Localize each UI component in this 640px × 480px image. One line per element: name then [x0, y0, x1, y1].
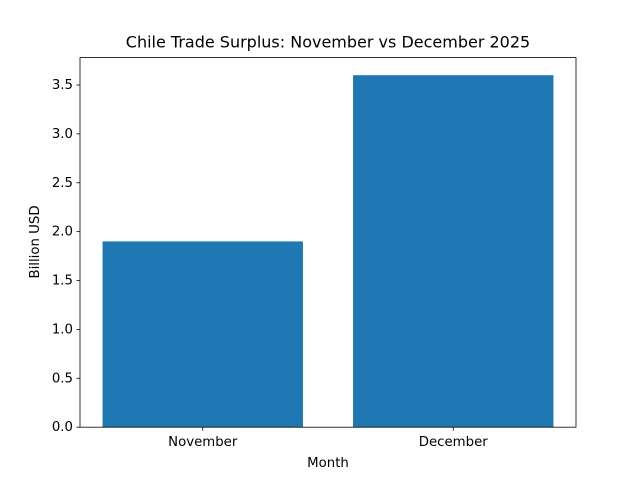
- x-tick-label: November: [168, 435, 238, 450]
- bar: [353, 75, 554, 428]
- y-tick-label: 3.5: [52, 78, 73, 93]
- y-tick-label: 1.5: [52, 274, 73, 289]
- y-tick-label: 3.0: [52, 127, 73, 142]
- x-axis-label: Month: [307, 456, 349, 471]
- y-tick-label: 2.5: [52, 176, 73, 191]
- y-axis-label: Billion USD: [28, 205, 43, 278]
- y-tick-label: 0.0: [52, 420, 73, 435]
- plot-frame: [79, 57, 577, 428]
- y-tick-label: 0.5: [52, 371, 73, 386]
- chart-title: Chile Trade Surplus: November vs Decembe…: [126, 33, 530, 52]
- y-tick-label: 1.0: [52, 322, 73, 337]
- bar: [102, 241, 303, 428]
- x-tick-label: December: [419, 435, 488, 450]
- y-tick-label: 2.0: [52, 225, 73, 240]
